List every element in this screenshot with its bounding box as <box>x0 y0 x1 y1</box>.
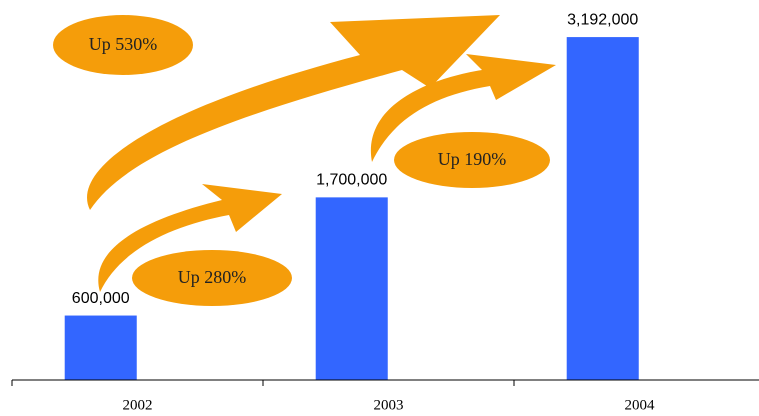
bar <box>566 37 639 380</box>
value-label: 1,700,000 <box>316 172 387 189</box>
x-tick-label: 2002 <box>123 397 153 413</box>
annotation-bubble <box>394 132 550 188</box>
bar <box>315 197 388 380</box>
annotation-bubble <box>132 250 292 306</box>
annotation-bubble <box>53 15 193 75</box>
bar <box>64 315 137 380</box>
x-tick-label: 2004 <box>625 397 656 413</box>
value-label: 3,192,000 <box>567 11 638 28</box>
arrow-530 <box>87 15 500 210</box>
x-tick-label: 2003 <box>374 397 404 413</box>
arrow-280 <box>98 184 282 292</box>
annotation: Up 530% <box>89 34 158 54</box>
annotation: Up 280% <box>178 267 247 287</box>
annotation: Up 190% <box>438 149 507 169</box>
value-label: 600,000 <box>72 290 130 307</box>
arrow-190 <box>370 54 556 162</box>
